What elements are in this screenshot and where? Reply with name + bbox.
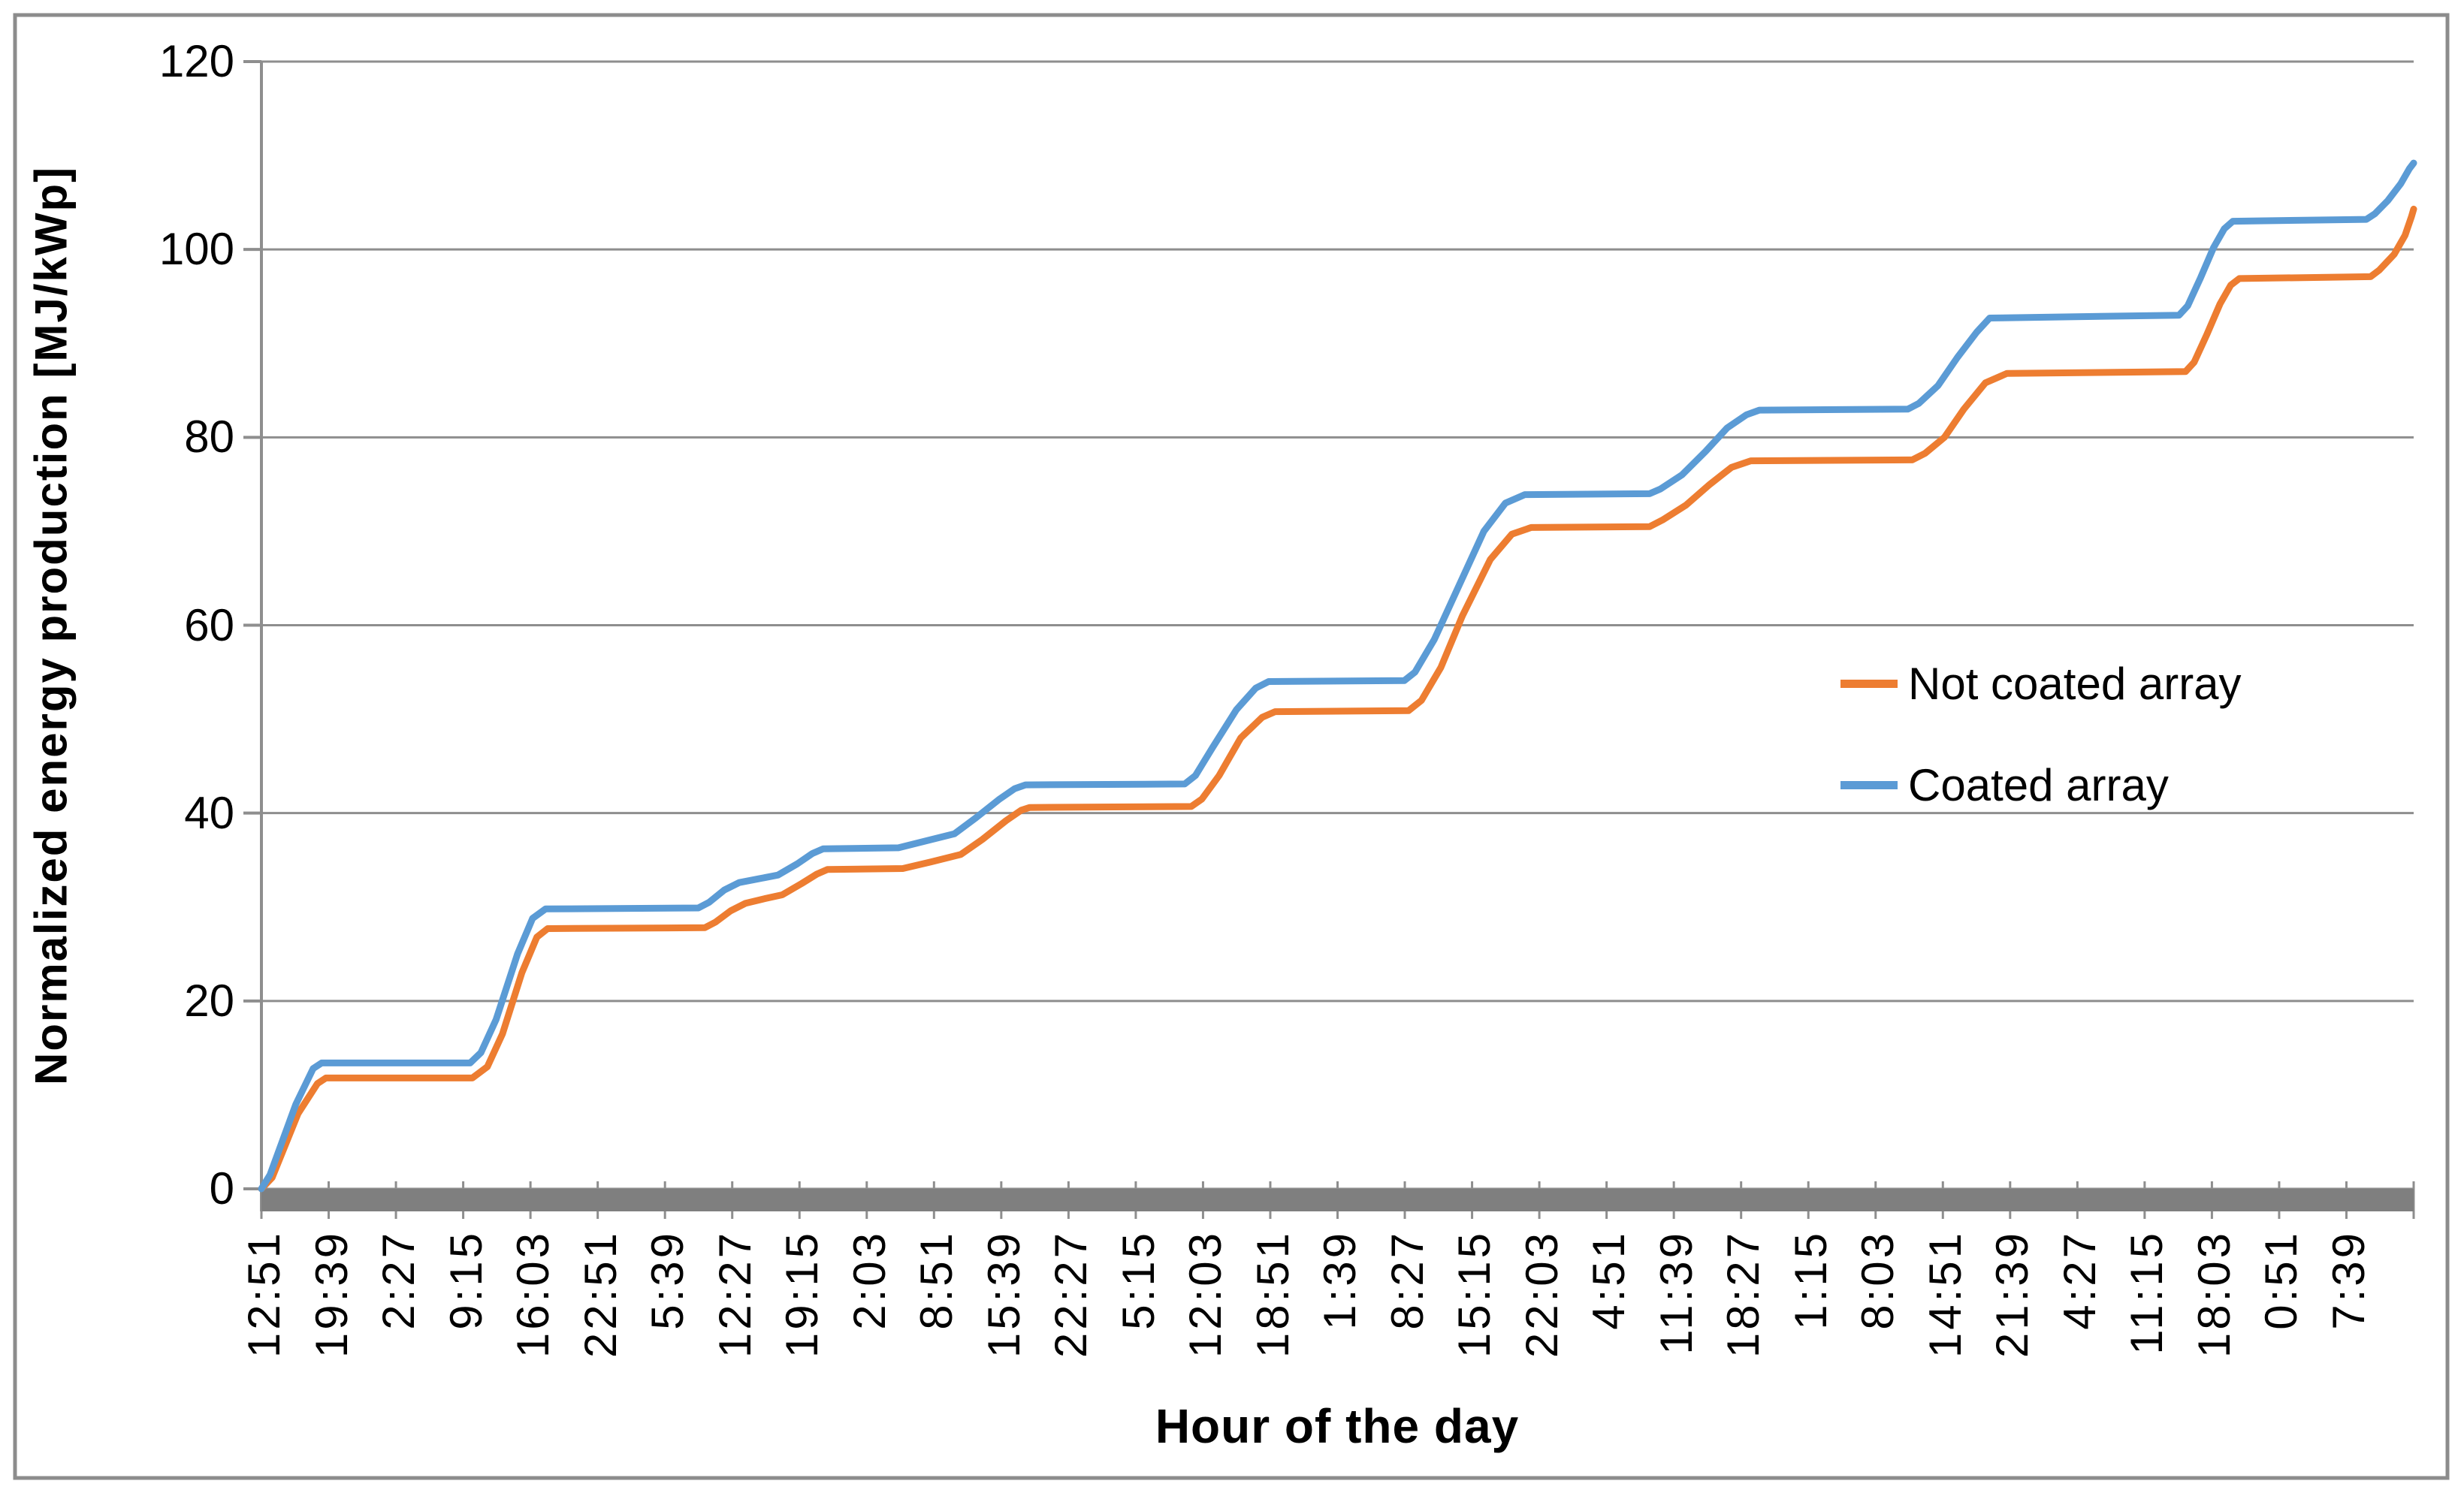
x-tick-label-1: 19:39	[306, 1230, 357, 1359]
x-tick-label-8: 19:15	[777, 1230, 827, 1359]
x-tick-label-25: 14:51	[1919, 1230, 1970, 1359]
x-tick-label-15: 18:51	[1247, 1230, 1298, 1359]
series-line-coated-array	[258, 159, 2417, 1193]
legend-swatch-not-coated	[1840, 679, 1898, 688]
x-tick-label-4: 16:03	[508, 1230, 558, 1359]
series-line-not-coated-array	[258, 205, 2417, 1193]
x-tick-label-18: 15:15	[1449, 1230, 1499, 1359]
x-tick-label-30: 0:51	[2256, 1230, 2306, 1330]
x-tick-label-28: 11:15	[2121, 1230, 2172, 1355]
x-tick-label-14: 12:03	[1180, 1230, 1230, 1359]
x-tick-label-23: 1:15	[1785, 1230, 1836, 1330]
legend-swatch-coated	[1840, 780, 1898, 789]
legend-item-coated: Coated array	[1840, 759, 2169, 811]
x-tick-label-7: 12:27	[709, 1230, 760, 1359]
legend-label-not-coated: Not coated array	[1908, 658, 2242, 709]
legend-item-not-coated: Not coated array	[1840, 657, 2242, 710]
x-tick-label-3: 9:15	[440, 1230, 491, 1330]
x-tick-label-21: 11:39	[1650, 1230, 1702, 1355]
x-tick-label-2: 2:27	[373, 1230, 424, 1330]
x-tick-label-17: 8:27	[1381, 1230, 1433, 1330]
x-tick-label-6: 5:39	[642, 1230, 693, 1330]
x-tick-label-24: 8:03	[1853, 1230, 1903, 1330]
x-axis-title: Hour of the day	[1155, 1399, 1520, 1453]
x-tick-label-12: 22:27	[1046, 1230, 1096, 1359]
y-tick-label-120: 120	[159, 36, 234, 86]
x-tick-label-5: 22:51	[575, 1230, 626, 1359]
x-tick-label-20: 4:51	[1584, 1230, 1634, 1330]
x-tick-label-27: 4:27	[2054, 1230, 2105, 1330]
y-tick-label-0: 0	[209, 1163, 234, 1214]
x-tick-label-19: 22:03	[1516, 1230, 1567, 1359]
y-tick-label-20: 20	[184, 975, 234, 1026]
x-tick-label-26: 21:39	[1987, 1230, 2037, 1359]
x-tick-label-16: 1:39	[1315, 1230, 1365, 1330]
y-tick-label-100: 100	[159, 224, 234, 275]
x-tick-label-29: 18:03	[2188, 1230, 2239, 1359]
x-tick-label-11: 15:39	[978, 1230, 1029, 1359]
legend-label-coated: Coated array	[1908, 759, 2169, 810]
x-tick-label-0: 12:51	[239, 1230, 289, 1359]
y-tick-label-80: 80	[184, 412, 234, 463]
x-tick-label-9: 2:03	[844, 1230, 895, 1330]
x-tick-label-31: 7:39	[2323, 1230, 2374, 1330]
figure-border	[13, 13, 2450, 1480]
x-tick-label-10: 8:51	[911, 1230, 962, 1330]
x-tick-label-13: 5:15	[1113, 1230, 1164, 1330]
x-axis-band	[261, 1189, 2414, 1211]
x-tick-label-22: 18:27	[1718, 1230, 1768, 1359]
y-tick-label-40: 40	[184, 787, 234, 838]
y-tick-label-60: 60	[184, 599, 234, 650]
